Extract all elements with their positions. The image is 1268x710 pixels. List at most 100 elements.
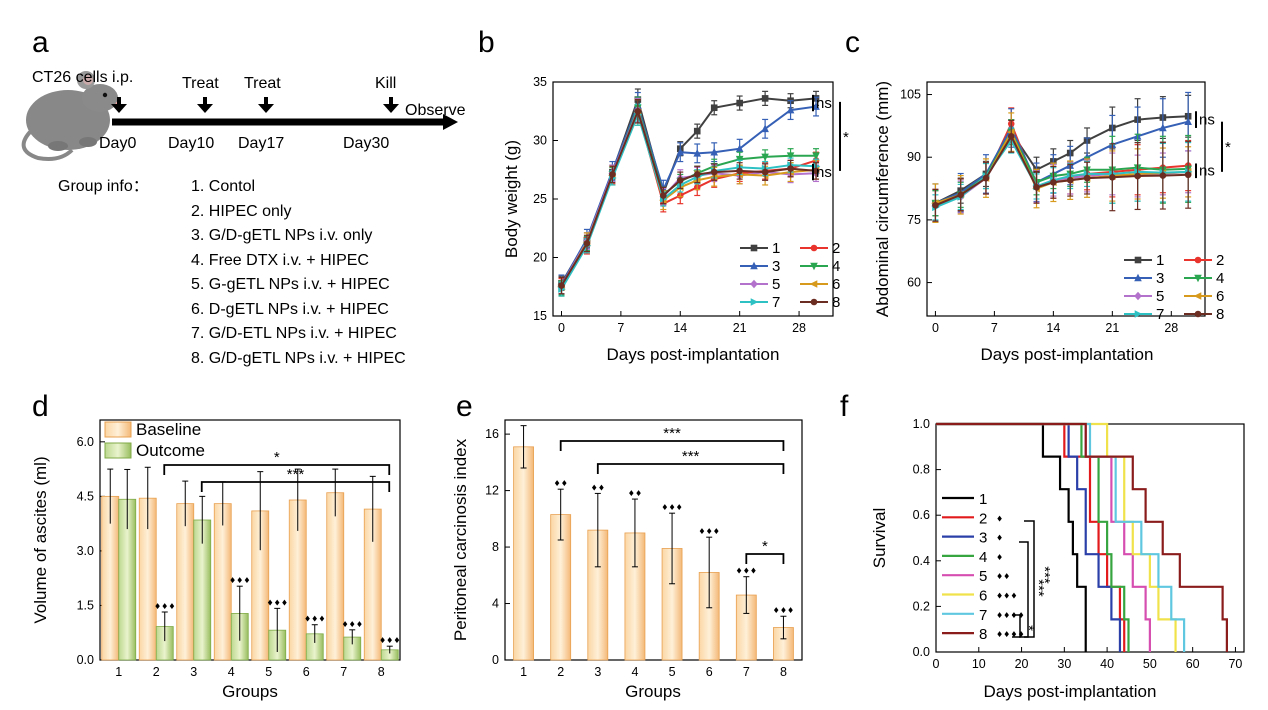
c-xtick-label: 21 <box>1105 321 1119 335</box>
e-top-annotation: *** <box>663 425 681 442</box>
d-top-annotation: * <box>274 449 280 466</box>
f-significance-markers: ♦ <box>996 534 1003 543</box>
b-xtick-label: 7 <box>617 321 624 335</box>
f-legend-label: 2 <box>979 510 987 527</box>
e-xtick-label: 7 <box>743 665 750 679</box>
b-legend-label: 1 <box>772 240 780 257</box>
b-legend-marker <box>750 244 758 252</box>
f-xtick-label: 60 <box>1186 657 1200 671</box>
b-data-point <box>558 282 565 289</box>
f-survival-curve-5 <box>936 422 1151 652</box>
f-survival-curve-3 <box>936 422 1122 652</box>
d-significance-markers: ♦♦♦ <box>229 576 251 585</box>
timeline-day-30: Day30 <box>343 135 389 152</box>
f-legend-label: 8 <box>979 626 987 643</box>
b-data-point <box>693 149 702 157</box>
f-ytick-label: 0.8 <box>913 463 930 477</box>
b-data-point <box>710 104 718 112</box>
b-ytick-label: 25 <box>533 192 547 206</box>
c-data-point <box>1159 123 1167 132</box>
e-mid-bracket <box>596 463 785 474</box>
b-legend-label: 3 <box>772 258 780 275</box>
b-legend-label: 7 <box>772 294 780 311</box>
b-data-point <box>609 171 616 178</box>
b-series-line-7 <box>560 111 817 290</box>
f-survival-curve-8 <box>936 422 1228 652</box>
f-significance-markers: ♦♦♦♦ <box>996 630 1025 639</box>
b-data-point <box>660 192 667 199</box>
c-legend-label: 3 <box>1156 270 1164 287</box>
c-legend-label: 6 <box>1216 288 1224 305</box>
e-significance-markers: ♦♦♦ <box>773 606 795 615</box>
e-significance-markers: ♦♦♦ <box>736 567 758 576</box>
c-series-line-2 <box>935 121 1189 207</box>
group-item-3: 3. G/D-gETL NPs i.v. only <box>191 227 373 244</box>
d-xtick-label: 6 <box>303 665 310 679</box>
d-plot-frame <box>99 419 401 661</box>
b-legend-marker <box>750 279 758 289</box>
d-xtick-label: 7 <box>340 665 347 679</box>
e-xtick-label: 8 <box>780 665 787 679</box>
e-ytick-label: 8 <box>492 540 499 554</box>
f-bracket-mid <box>1019 541 1029 638</box>
f-survival-curve-2 <box>936 422 1126 652</box>
c-legend-label: 4 <box>1216 270 1224 287</box>
c-ytick-label: 60 <box>907 276 921 290</box>
c-xtick-label: 0 <box>932 321 939 335</box>
timeline-day-17: Day17 <box>238 135 284 152</box>
c-legend-marker <box>1134 256 1142 264</box>
f-significance-markers: ♦♦ <box>996 572 1010 581</box>
b-data-point <box>761 153 769 162</box>
e-significance-markers: ♦♦♦ <box>698 527 720 536</box>
e-ytick-label: 4 <box>492 597 499 611</box>
c-data-point <box>1159 172 1167 179</box>
b-ytick-label: 20 <box>533 251 547 265</box>
panel-label-f: f <box>840 390 849 423</box>
f-bracket-inner <box>1012 614 1021 638</box>
c-legend-marker <box>1194 274 1202 283</box>
c-legend-label: 5 <box>1156 288 1164 305</box>
timeline-observe: Observe <box>405 102 466 119</box>
d-xtick-label: 5 <box>265 665 272 679</box>
b-data-point <box>710 168 718 176</box>
timeline-label-treat-2: Treat <box>244 75 281 92</box>
e-xtick-label: 5 <box>669 665 676 679</box>
c-legend-marker <box>1134 291 1142 301</box>
c-series-line-1 <box>934 115 1189 205</box>
e-significance-markers: ♦♦ <box>591 483 605 492</box>
e-xtick-label: 6 <box>706 665 713 679</box>
f-xtick-label: 50 <box>1143 657 1157 671</box>
b-ytick-label: 30 <box>533 134 547 148</box>
e-x-axis-title: Groups <box>625 682 681 701</box>
b-data-point <box>676 147 685 156</box>
chart-body-weight: 15 20 25 30 35 0 7 14 21 28 1 2 3 4 5 6 7 8 Days post-impl… <box>502 75 849 364</box>
c-legend-label: 7 <box>1156 306 1164 323</box>
d-mid-bracket <box>200 481 391 492</box>
b-ytick-label: 15 <box>533 309 547 323</box>
b-data-point <box>786 105 795 114</box>
d-significance-markers: ♦♦♦ <box>154 602 176 611</box>
group-item-6: 6. D-gETL NPs i.v. + HIPEC <box>191 300 389 318</box>
d-ytick-label: 3.0 <box>77 544 94 558</box>
group-info-label: Group info： <box>58 178 149 195</box>
e-significance-markers: ♦♦ <box>554 479 568 488</box>
f-legend-label: 6 <box>979 588 987 605</box>
f-significance-markers: ♦♦♦ <box>996 592 1018 601</box>
c-data-point <box>957 191 964 199</box>
e-ytick-label: 0 <box>492 653 499 667</box>
timeline-label-injection: CT26 cells i.p. <box>32 69 133 86</box>
e-xtick-label: 1 <box>520 665 527 679</box>
b-legend-marker <box>810 298 818 306</box>
c-annotation-star: * <box>1225 139 1231 156</box>
d-bar-baseline <box>176 503 195 661</box>
b-legend-marker <box>750 261 758 270</box>
c-legend-marker <box>1134 273 1142 282</box>
f-significance-markers: ♦ <box>996 514 1003 523</box>
b-data-point <box>761 124 769 133</box>
d-legend-label-baseline: Baseline <box>136 420 201 439</box>
b-data-point <box>710 147 719 156</box>
f-ytick-label: 0.2 <box>913 599 930 613</box>
c-data-point <box>932 201 939 209</box>
panel-label-c: c <box>845 26 860 59</box>
b-data-point <box>735 155 744 164</box>
